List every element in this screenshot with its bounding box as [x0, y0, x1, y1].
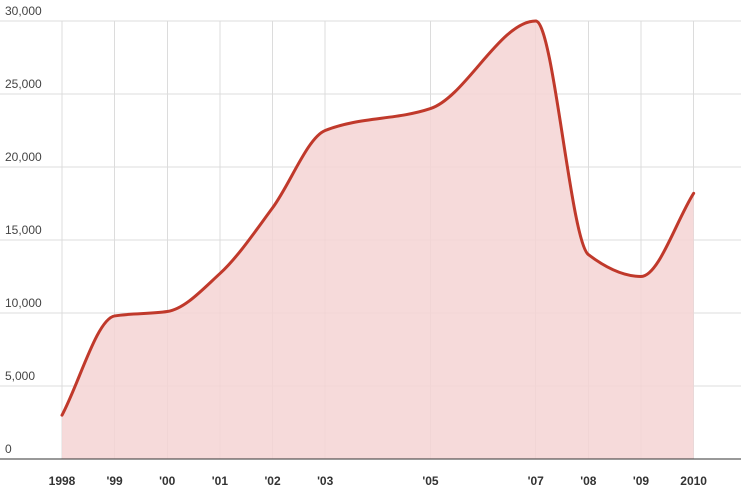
y-tick-label: 10,000: [5, 296, 42, 310]
x-tick-label: '05: [422, 474, 439, 486]
series-line: [60, 19, 696, 417]
x-tick-label: '09: [633, 474, 650, 486]
y-tick-label: 0: [5, 442, 12, 456]
x-tick-label: 1998: [49, 474, 76, 486]
area-layer: [62, 21, 694, 459]
x-tick-label: '99: [107, 474, 124, 486]
y-tick-label: 30,000: [5, 4, 42, 18]
x-tick-label: '02: [264, 474, 281, 486]
y-tick-label: 15,000: [5, 223, 42, 237]
x-tick-label: '03: [317, 474, 334, 486]
x-tick-label: 2010: [680, 474, 707, 486]
series-area: [62, 21, 694, 459]
y-tick-label: 5,000: [5, 369, 35, 383]
x-tick-label: '07: [528, 474, 545, 486]
x-tick-label: '01: [212, 474, 229, 486]
x-tick-label: '08: [580, 474, 597, 486]
tick-labels: 0 5,000 10,000 15,000 20,000 25,000 30,000 1998…: [5, 4, 707, 486]
line-layer: [60, 19, 696, 417]
y-tick-label: 20,000: [5, 150, 42, 164]
y-tick-label: 25,000: [5, 77, 42, 91]
x-tick-label: '00: [159, 474, 176, 486]
